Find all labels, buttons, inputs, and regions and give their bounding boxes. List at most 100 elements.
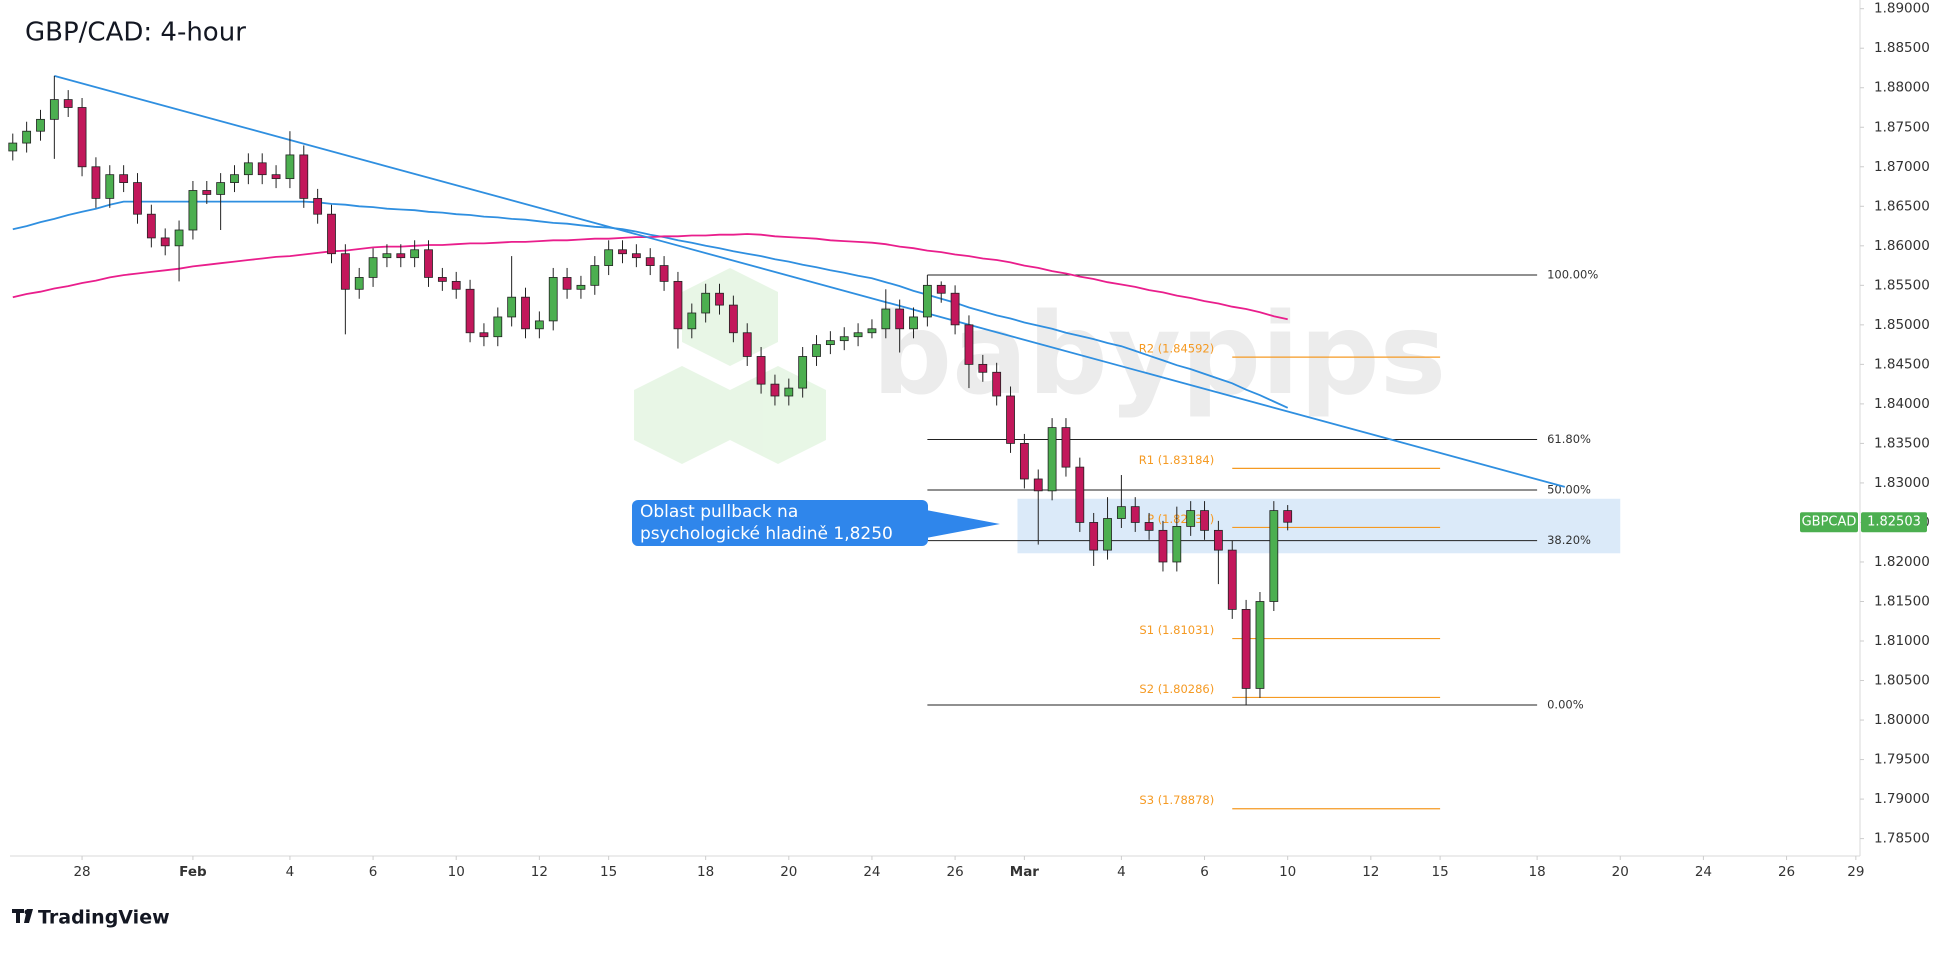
candle-body <box>410 249 420 259</box>
y-tick-label: 1.81000 <box>1874 633 1930 649</box>
candle-body <box>812 344 821 357</box>
candle-body <box>77 107 87 168</box>
candle-body <box>1158 529 1168 563</box>
candle-body <box>105 174 115 199</box>
callout-arrow <box>926 510 1000 538</box>
y-tick-label: 1.88500 <box>1874 40 1930 56</box>
fib-label: 61.80% <box>1547 432 1591 446</box>
candle-body <box>701 292 711 314</box>
y-tick-label: 1.80500 <box>1874 673 1930 689</box>
y-tick-label: 1.83500 <box>1874 435 1930 451</box>
candle-body <box>507 296 517 318</box>
candle-body <box>354 277 364 290</box>
candle-body <box>756 356 766 385</box>
pivot-label: R2 (1.84592) <box>1139 342 1215 356</box>
candle-body <box>909 316 918 330</box>
candle-body <box>327 213 336 255</box>
candle-body <box>271 174 281 180</box>
x-tick-label: 26 <box>946 864 963 880</box>
callout-text: psychologické hladině 1,8250 <box>640 524 893 544</box>
candle-body <box>590 265 600 286</box>
brand-name: TradingView <box>38 907 170 929</box>
candle-body <box>1255 601 1265 689</box>
candle-body <box>521 296 530 330</box>
symbol-label: GBPCAD <box>1802 515 1857 530</box>
x-tick-label: 4 <box>286 864 295 880</box>
y-tick-label: 1.87500 <box>1874 119 1930 135</box>
candle-body <box>174 229 184 247</box>
fib-label: 0.00% <box>1547 698 1584 712</box>
price-label: 1.82503 <box>1867 515 1921 530</box>
candle-body <box>216 182 226 195</box>
candle-body <box>1019 443 1029 480</box>
x-tick-label: 18 <box>697 864 714 880</box>
candle-body <box>867 328 877 334</box>
candle-body <box>645 257 655 266</box>
candle-body <box>22 130 32 144</box>
candle-body <box>1006 395 1015 444</box>
candle-body <box>63 99 73 108</box>
x-tick-label: 29 <box>1847 864 1864 880</box>
candle-body <box>146 213 156 239</box>
candle-body <box>687 312 697 330</box>
x-tick-label: Mar <box>1010 864 1040 880</box>
candle-body <box>1186 510 1196 527</box>
candle-body <box>1283 510 1293 523</box>
candle-body <box>1144 522 1154 531</box>
candle-body <box>91 166 101 199</box>
candle-body <box>1130 506 1140 523</box>
candle-body <box>715 292 724 306</box>
y-tick-label: 1.87000 <box>1874 159 1930 175</box>
pivot-label: S2 (1.80286) <box>1139 682 1214 696</box>
candle-body <box>1061 427 1071 468</box>
pivot-label: P (1.82437) <box>1147 512 1214 526</box>
plot-area: 100.00% 61.80% 50.00% 38.20% 0.00% R2 (1.8459… <box>8 75 1621 810</box>
pivot-label: S3 (1.78878) <box>1139 793 1214 807</box>
candle-body <box>313 197 323 215</box>
candle-body <box>49 99 59 120</box>
candle-body <box>964 324 974 365</box>
candle-body <box>160 237 170 247</box>
candle-body <box>728 304 738 334</box>
candle-body <box>548 277 558 322</box>
x-tick-label: 28 <box>73 864 90 880</box>
fib-label: 38.20% <box>1547 533 1591 547</box>
y-tick-label: 1.79500 <box>1874 752 1930 768</box>
symbol-tag <box>1800 512 1858 533</box>
candle-body <box>493 316 503 338</box>
candle-body <box>659 265 669 282</box>
candle-body <box>437 277 447 282</box>
candle-body <box>1269 510 1279 602</box>
x-tick-label: 15 <box>1432 864 1449 880</box>
x-tick-label: 6 <box>1200 864 1209 880</box>
candle-body <box>243 162 253 176</box>
y-tick-label: 1.78500 <box>1874 831 1930 847</box>
candle-body <box>382 253 392 259</box>
candle-body <box>396 253 406 259</box>
candle-body <box>465 288 475 334</box>
candle-body <box>992 371 1002 397</box>
candle-body <box>1200 510 1209 531</box>
y-tick-label: 1.85000 <box>1874 317 1930 333</box>
candle-body <box>424 249 433 278</box>
watermark-logo <box>634 268 826 464</box>
candle-body <box>562 277 572 290</box>
candle-body <box>1047 427 1057 492</box>
brand-logo <box>12 909 33 923</box>
y-tick-label: 1.85500 <box>1874 277 1930 293</box>
candle-body <box>922 284 932 318</box>
x-tick-label: Feb <box>179 864 207 880</box>
y-tick-label: 1.89000 <box>1874 1 1930 17</box>
candle-body <box>770 383 780 397</box>
candle-body <box>479 332 489 338</box>
x-tick-label: 10 <box>1279 864 1296 880</box>
candle-body <box>895 308 905 330</box>
candle-body <box>8 142 18 152</box>
callout-box <box>632 500 928 546</box>
x-tick-label: 18 <box>1529 864 1546 880</box>
candle-body <box>285 154 295 180</box>
candle-body <box>950 292 960 326</box>
candle-body <box>202 190 212 195</box>
